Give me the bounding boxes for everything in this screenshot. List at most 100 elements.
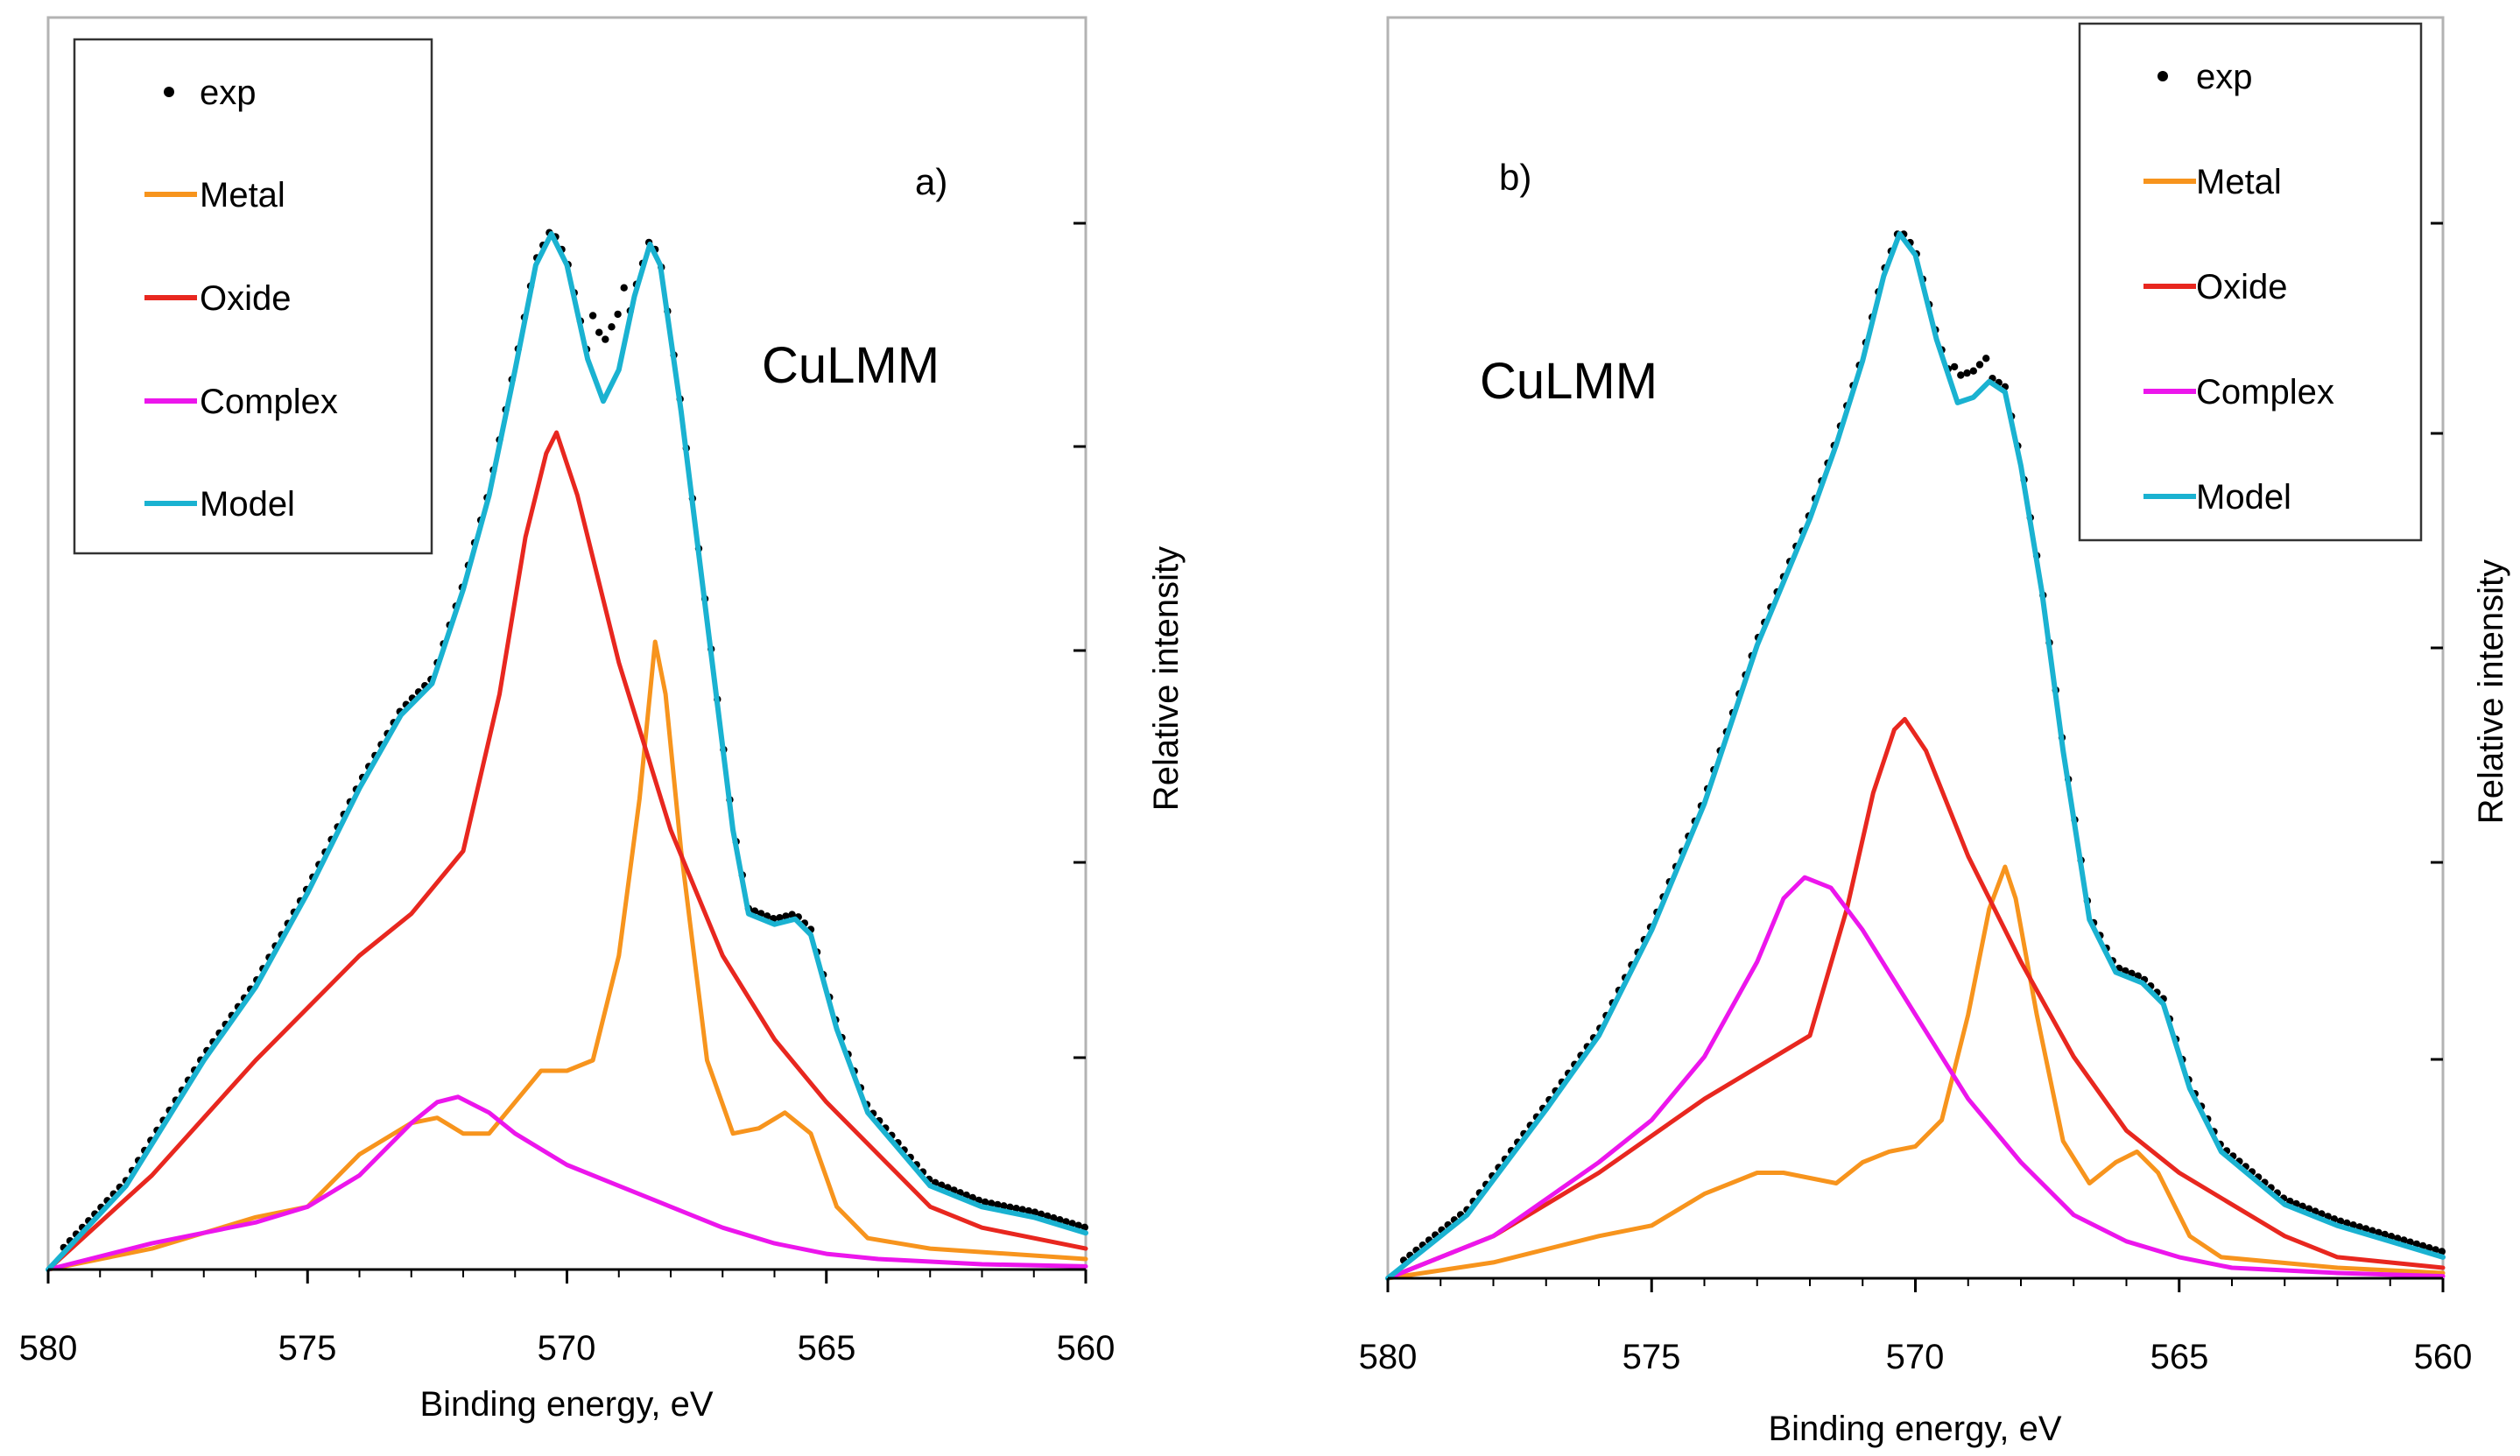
exp-point (1963, 369, 1971, 377)
exp-point (1068, 1220, 1076, 1227)
legend-marker-exp (164, 87, 174, 97)
series-line-model (46, 231, 1088, 1272)
exp-point (595, 328, 603, 336)
exp-point (1037, 1210, 1045, 1219)
series-line-model (1385, 231, 2446, 1281)
exp-point (2362, 1225, 2370, 1233)
x-axis-title: Binding energy, eV (1768, 1410, 2061, 1448)
exp-point (2418, 1241, 2427, 1250)
exp-point (1969, 367, 1977, 375)
exp-point (1074, 1221, 1082, 1229)
x-tick-label: 570 (538, 1329, 596, 1368)
exp-point (1062, 1218, 1070, 1226)
y-ticks-b (2431, 222, 2443, 1280)
x-ticks-b (1386, 1278, 2445, 1292)
legend-label-complex: Complex (200, 383, 338, 421)
x-tick-label: 560 (1057, 1329, 1116, 1368)
x-tick-label: 560 (2414, 1338, 2473, 1376)
exp-point (1018, 1206, 1026, 1213)
exp-point (2336, 1217, 2345, 1226)
legend-label-exp: exp (200, 74, 257, 112)
legend-label-oxide: Oxide (200, 279, 292, 318)
legend-label-model: Model (200, 485, 295, 524)
exp-point (614, 310, 622, 319)
x-tick-label: 570 (1886, 1338, 1945, 1376)
x-tick-label: 575 (1623, 1338, 1681, 1376)
exp-point (588, 312, 597, 320)
exp-point (2406, 1238, 2414, 1246)
exp-point (620, 284, 628, 292)
exp-point (1982, 355, 1990, 362)
series-line-oxide (1385, 716, 2446, 1281)
x-tick-label: 580 (19, 1329, 78, 1368)
annotation-culmm-a: CuLMM (762, 337, 940, 394)
panel-a: 580 575 570 565 560 Binding energy, eV R… (19, 16, 1186, 1424)
y-ticks-a (1073, 222, 1086, 1271)
series-line-complex (1385, 875, 2446, 1281)
panel-b: 580 575 570 565 560 Binding energy, eV R… (1359, 16, 2510, 1448)
x-axis-title: Binding energy, eV (419, 1385, 713, 1424)
exp-point (2425, 1244, 2433, 1252)
legend-label-model: Model (2196, 478, 2291, 517)
y-axis-title: Relative intensity (2472, 559, 2510, 824)
exp-point (1957, 371, 1965, 379)
series-line-complex (46, 1094, 1088, 1272)
exp-point (2355, 1223, 2363, 1231)
x-tick-label: 580 (1359, 1338, 1418, 1376)
legend-box-b (2078, 22, 2423, 542)
curves-b (1385, 231, 2446, 1281)
exp-point (602, 335, 609, 343)
exp-point (994, 1200, 1002, 1209)
y-axis-title: Relative intensity (1147, 546, 1186, 811)
x-tick-label: 565 (2150, 1338, 2209, 1376)
exp-point (1006, 1203, 1014, 1212)
exp-point (2438, 1248, 2446, 1256)
legend-label-oxide: Oxide (2196, 268, 2288, 306)
exp-point (1056, 1216, 1064, 1224)
exp-point (2369, 1227, 2376, 1234)
exp-point (988, 1199, 996, 1207)
legend-b: exp Metal Oxide Complex Model (2078, 22, 2423, 542)
legend-label-metal: Metal (200, 176, 285, 215)
exp-point (2375, 1228, 2383, 1237)
panel-label-b: b) (1499, 157, 1531, 198)
exp-point (1024, 1206, 1033, 1215)
exp-point (2412, 1240, 2421, 1249)
exp-point (2394, 1234, 2402, 1242)
exp-point (2387, 1233, 2396, 1241)
exp-point (782, 912, 790, 920)
legend-box-a (73, 38, 433, 555)
legend-label-metal: Metal (2196, 163, 2282, 201)
exp-point (1012, 1205, 1020, 1213)
exp-point (608, 323, 616, 331)
exp-point (2432, 1246, 2439, 1254)
exp-point (981, 1198, 989, 1206)
exp-point (776, 914, 784, 922)
series-line-metal (46, 639, 1088, 1272)
exp-point (1081, 1223, 1089, 1232)
curves-a (46, 231, 1088, 1272)
series-line-oxide (46, 430, 1088, 1272)
exp-point (1950, 362, 1959, 371)
exp-point (788, 911, 796, 918)
exp-point (2400, 1236, 2408, 1244)
exp-point (2349, 1221, 2357, 1229)
panel-label-a: a) (915, 161, 947, 202)
exp-point (1031, 1208, 1039, 1216)
legend-marker-exp (2157, 71, 2168, 81)
exp-point (1975, 361, 1984, 369)
legend-label-exp: exp (2196, 58, 2253, 96)
x-ticks-a (46, 1270, 1088, 1284)
exp-point (1050, 1213, 1058, 1222)
exp-point (1000, 1202, 1008, 1210)
x-tick-label: 565 (798, 1329, 856, 1368)
exp-point (2381, 1230, 2389, 1239)
x-tick-label: 575 (278, 1329, 337, 1368)
exp-point (1044, 1212, 1052, 1220)
annotation-culmm-b: CuLMM (1480, 353, 1658, 410)
series-line-metal (1385, 864, 2446, 1281)
legend-label-complex: Complex (2196, 373, 2334, 411)
legend-a: exp Metal Oxide Complex Model (73, 38, 433, 555)
exp-point (2343, 1219, 2351, 1227)
